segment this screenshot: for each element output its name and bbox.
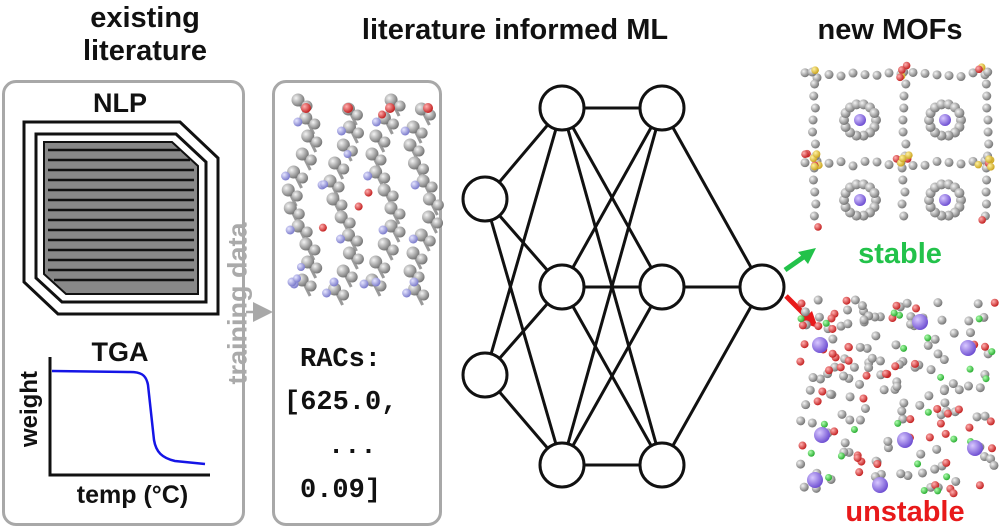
ml-heading: literature informed ML: [361, 14, 669, 46]
network-node: [738, 263, 786, 311]
new-mofs-heading: new MOFs: [817, 14, 963, 46]
network-edges: [483, 106, 764, 467]
nlp-document-icon: [22, 120, 220, 316]
racs-panel: [272, 80, 442, 526]
network-node: [538, 84, 586, 132]
tga-xlabel: temp (°C): [76, 481, 189, 509]
network-node: [538, 441, 586, 489]
nlp-text-lines: [48, 148, 194, 282]
unstable-label: unstable: [845, 496, 965, 528]
linker-molecule-image: [281, 93, 444, 306]
network-edge: [560, 107, 664, 288]
network-edge: [660, 286, 764, 466]
unstable-mof-image: [796, 295, 999, 498]
network-edge: [560, 107, 664, 466]
existing-heading-line2: literature: [82, 35, 208, 67]
racs-title: RACs:: [300, 345, 382, 375]
literature-panel: [2, 80, 245, 526]
racs-ellipsis: ...: [328, 432, 377, 462]
network-nodes: [461, 84, 786, 489]
stable-arrow: [783, 248, 816, 273]
existing-heading-line1: existing: [90, 2, 200, 34]
racs-first-value: [625.0,: [284, 388, 398, 418]
racs-last-value: 0.09]: [300, 476, 382, 506]
network-node: [461, 175, 509, 223]
network-node: [638, 84, 686, 132]
stable-mof-image: [800, 61, 995, 231]
network-node: [638, 441, 686, 489]
tga-label: TGA: [91, 337, 149, 367]
tga-plot: [48, 357, 210, 477]
network-node: [538, 263, 586, 311]
network-edge: [560, 286, 664, 466]
nlp-label: NLP: [93, 88, 147, 118]
network-node: [461, 351, 509, 399]
existing-literature-heading: existing literature: [40, 2, 250, 68]
network-edge: [660, 107, 764, 288]
stable-label: stable: [858, 238, 942, 270]
network-edge: [483, 107, 564, 376]
network-node: [638, 263, 686, 311]
